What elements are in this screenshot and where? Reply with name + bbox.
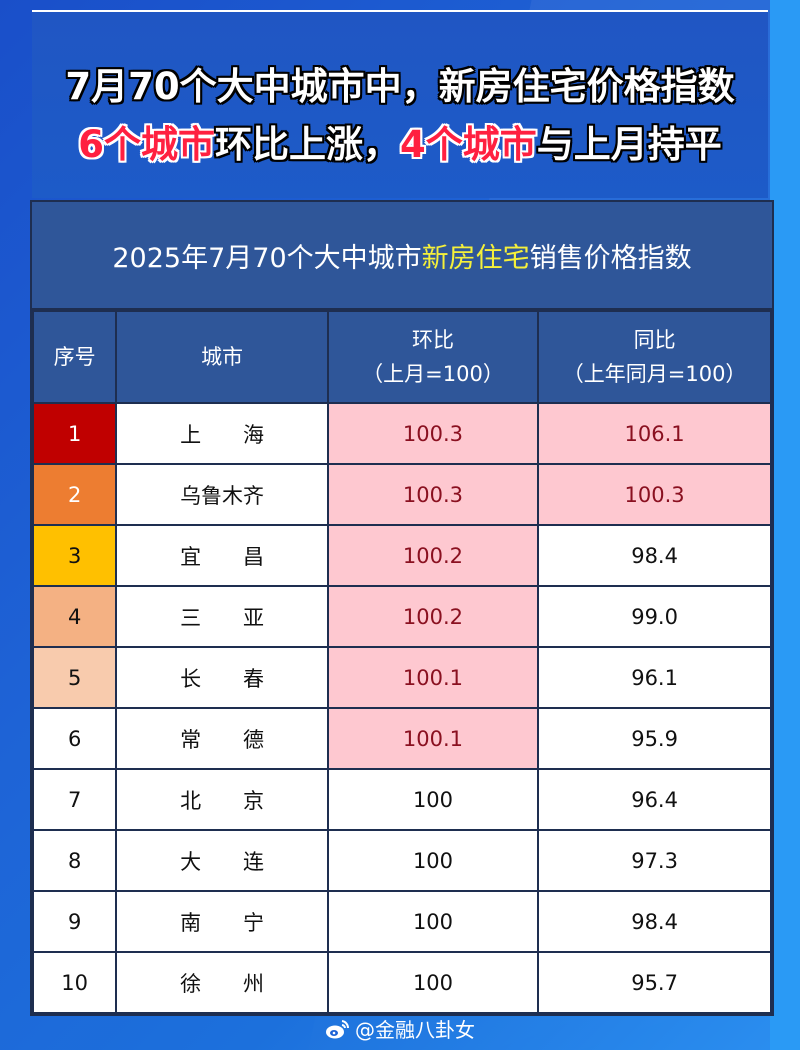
yoy-cell: 98.4 — [537, 890, 772, 953]
rank-cell: 5 — [31, 646, 118, 709]
headline-line-2: 6个城市环比上涨，4个城市与上月持平 — [0, 114, 800, 168]
table-title: 2025年7月70个大中城市 新房住宅 销售价格指数 — [32, 202, 772, 310]
header-yoy-label: 同比 — [633, 328, 676, 352]
header-mom-basis: （上月=100） — [362, 362, 504, 386]
mom-cell: 100.1 — [326, 707, 540, 770]
yoy-cell: 95.9 — [537, 707, 772, 770]
mom-cell: 100.3 — [326, 402, 540, 465]
yoy-cell: 98.4 — [537, 524, 772, 587]
yoy-cell: 97.3 — [537, 829, 772, 892]
headline-text: 与上月持平 — [536, 123, 722, 166]
city-cell: 大 连 — [115, 829, 329, 892]
header-yoy: 同比 （上年同月=100） — [537, 310, 772, 404]
table-title-highlight: 新房住宅 — [421, 242, 530, 274]
city-cell: 三 亚 — [115, 585, 329, 648]
header-yoy-basis: （上年同月=100） — [562, 362, 747, 386]
rank-cell: 8 — [31, 829, 118, 892]
mom-cell: 100 — [326, 890, 540, 953]
city-cell: 常 德 — [115, 707, 329, 770]
header-city: 城市 — [115, 310, 329, 404]
header-mom: 环比 （上月=100） — [326, 310, 540, 404]
headline-highlight-up: 6个城市 — [78, 123, 215, 166]
rank-cell: 10 — [31, 951, 118, 1014]
mom-cell: 100.2 — [326, 585, 540, 648]
city-cell: 宜 昌 — [115, 524, 329, 587]
rank-cell: 4 — [31, 585, 118, 648]
table-title-suffix: 销售价格指数 — [529, 242, 692, 274]
mom-cell: 100.3 — [326, 463, 540, 526]
city-cell: 乌鲁木齐 — [115, 463, 329, 526]
mom-cell: 100.2 — [326, 524, 540, 587]
headline-panel — [32, 10, 768, 198]
table-header-row: 序号 城市 环比 （上月=100） 同比 （上年同月=100） — [31, 310, 772, 404]
rank-cell: 6 — [31, 707, 118, 770]
yoy-cell: 96.1 — [537, 646, 772, 709]
watermark-handle: @金融八卦女 — [355, 1018, 475, 1042]
city-cell: 北 京 — [115, 768, 329, 831]
yoy-cell: 95.7 — [537, 951, 772, 1014]
yoy-cell: 106.1 — [537, 402, 772, 465]
city-cell: 上 海 — [115, 402, 329, 465]
rank-cell: 3 — [31, 524, 118, 587]
table-title-prefix: 2025年7月70个大中城市 — [112, 242, 422, 274]
mom-cell: 100.1 — [326, 646, 540, 709]
rank-cell: 9 — [31, 890, 118, 953]
city-cell: 南 宁 — [115, 890, 329, 953]
mom-cell: 100 — [326, 768, 540, 831]
city-cell: 徐 州 — [115, 951, 329, 1014]
headline-line-1: 7月70个大中城市中，新房住宅价格指数 — [65, 65, 735, 108]
yoy-cell: 99.0 — [537, 585, 772, 648]
price-index-table: 2025年7月70个大中城市 新房住宅 销售价格指数 序号 城市 环比 （上月=100… — [30, 200, 774, 1016]
mom-cell: 100 — [326, 951, 540, 1014]
watermark: @金融八卦女 — [0, 1014, 800, 1043]
rank-cell: 1 — [31, 402, 118, 465]
table-row: 10 徐 州 100 95.7 — [31, 951, 772, 1014]
headline-text: 环比上涨， — [215, 123, 400, 166]
table-row: 2 乌鲁木齐 100.3 100.3 — [31, 463, 772, 526]
rank-cell: 7 — [31, 768, 118, 831]
background-edge — [770, 0, 800, 1050]
yoy-cell: 96.4 — [537, 768, 772, 831]
rank-cell: 2 — [31, 463, 118, 526]
weibo-icon — [326, 1019, 350, 1038]
header-mom-label: 环比 — [411, 328, 454, 352]
city-cell: 长 春 — [115, 646, 329, 709]
headline-highlight-flat: 4个城市 — [400, 123, 537, 166]
header-rank: 序号 — [31, 310, 118, 404]
yoy-cell: 100.3 — [537, 463, 772, 526]
mom-cell: 100 — [326, 829, 540, 892]
